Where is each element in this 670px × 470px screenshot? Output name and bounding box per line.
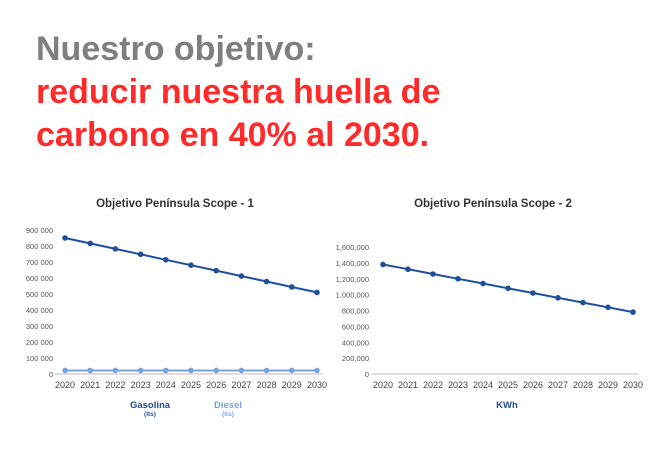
y-tick-label: 700 000 — [26, 258, 53, 267]
data-point — [137, 251, 144, 258]
x-tick-label: 2025 — [498, 380, 518, 390]
data-point — [112, 367, 119, 374]
y-tick-label: 800,000 — [342, 307, 369, 316]
x-tick-label: 2026 — [523, 380, 543, 390]
data-point — [188, 262, 194, 269]
y-tick-label: 600,000 — [342, 322, 369, 331]
x-tick-label: 2024 — [156, 380, 176, 390]
data-point — [480, 280, 486, 287]
x-tick-label: 2023 — [448, 380, 468, 390]
data-point — [87, 240, 93, 247]
x-tick-label: 2022 — [423, 380, 443, 390]
data-point — [62, 367, 68, 374]
data-point — [163, 367, 169, 374]
data-point — [163, 256, 169, 263]
x-tick-label: 2028 — [573, 380, 593, 390]
x-tick-label: 2029 — [598, 380, 618, 390]
data-point — [263, 278, 270, 285]
x-tick-label: 2027 — [231, 380, 251, 390]
headline-line-1: Nuestro objetivo: — [36, 30, 316, 68]
data-point — [630, 309, 636, 315]
data-point — [62, 235, 68, 241]
x-tick-label: 2026 — [206, 380, 226, 390]
x-tick-label: 2020 — [373, 380, 393, 390]
legend-label: KWh — [496, 400, 518, 411]
scope-2-line-chart: Objetivo Península Scope - 2 0 200,000 400,… — [336, 198, 643, 411]
data-point — [263, 367, 270, 374]
legend-label: Gasolina — [130, 400, 171, 411]
headline-line-2: reducir nuestra huella de — [36, 73, 441, 111]
y-tick-label: 1,000,000 — [336, 291, 369, 300]
legend-unit: (lts) — [222, 411, 234, 418]
y-tick-label: 200 000 — [26, 338, 53, 347]
headline-line-3: carbono en 40% al 2030. — [36, 116, 430, 154]
data-point — [112, 246, 119, 252]
chart-title: Objetivo Península Scope - 1 — [96, 198, 254, 210]
data-point — [213, 367, 219, 374]
data-point — [289, 284, 295, 290]
data-point — [213, 267, 219, 274]
y-tick-label: 1,400,000 — [336, 259, 369, 268]
y-tick-label: 800 000 — [26, 242, 53, 251]
data-point — [455, 275, 461, 282]
data-point — [580, 299, 586, 306]
x-tick-label: 2024 — [473, 380, 493, 390]
data-point — [188, 367, 194, 374]
data-point — [314, 289, 320, 296]
legend-unit: (lts) — [144, 411, 156, 418]
y-tick-label: 900 000 — [26, 226, 53, 235]
x-tick-label: 2027 — [548, 380, 568, 390]
data-point — [289, 367, 295, 374]
x-tick-label: 2023 — [131, 380, 151, 390]
y-tick-label: 100 000 — [26, 354, 53, 363]
y-tick-label: 300 000 — [26, 322, 53, 331]
x-tick-label: 2022 — [105, 380, 125, 390]
y-tick-label: 400,000 — [342, 338, 369, 347]
x-tick-label: 2021 — [80, 380, 100, 390]
data-point — [380, 261, 386, 268]
data-point — [314, 367, 320, 374]
y-tick-label: 400 000 — [26, 306, 53, 315]
data-point — [505, 285, 511, 292]
data-point — [530, 290, 536, 296]
legend-label: Diesel — [214, 400, 242, 411]
headline: Nuestro objetivo: reducir nuestra huella… — [36, 28, 656, 157]
data-point — [555, 295, 561, 301]
chart-title: Objetivo Península Scope - 2 — [414, 198, 572, 210]
data-point — [405, 266, 411, 273]
x-tick-label: 2030 — [307, 380, 327, 390]
data-point — [238, 367, 245, 374]
x-tick-label: 2021 — [398, 380, 418, 390]
x-tick-label: 2028 — [257, 380, 277, 390]
scope-1-line-chart: Objetivo Península Scope - 1 0 100 000 200 … — [26, 198, 327, 418]
y-tick-label: 500 000 — [26, 290, 53, 299]
y-tick-label: 600 000 — [26, 274, 53, 283]
y-tick-label: 1,600,000 — [336, 243, 369, 252]
y-tick-label: 200,000 — [342, 354, 369, 363]
y-tick-label: 0 — [365, 370, 369, 379]
y-tick-label: 1,200,000 — [336, 275, 369, 284]
y-tick-label: 0 — [49, 370, 53, 379]
data-point — [605, 304, 611, 311]
data-point — [137, 367, 144, 374]
data-point — [87, 367, 93, 374]
x-tick-label: 2029 — [282, 380, 302, 390]
data-point — [238, 273, 245, 279]
x-tick-label: 2025 — [181, 380, 201, 390]
x-tick-label: 2030 — [623, 380, 643, 390]
x-tick-label: 2020 — [55, 380, 75, 390]
data-point — [430, 271, 436, 277]
